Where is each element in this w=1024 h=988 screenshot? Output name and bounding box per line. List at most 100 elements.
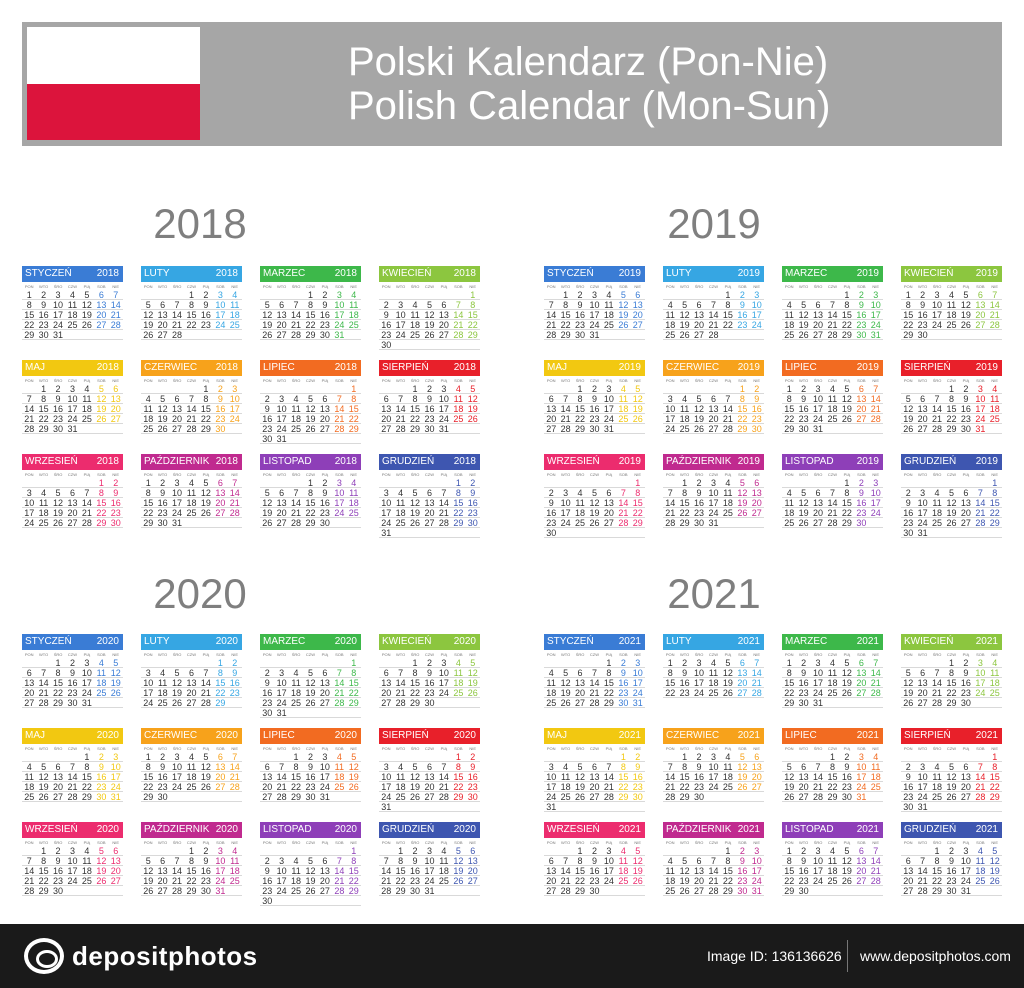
day-cell: 13 <box>694 866 705 876</box>
day-cell: 16 <box>319 498 330 508</box>
day-cell: 19 <box>798 320 809 330</box>
day-cell: 5 <box>725 658 731 668</box>
weekday-label: SOB <box>97 840 106 845</box>
week-row: 12 13 14 15 16 17 18 <box>260 310 361 320</box>
day-cell <box>379 658 393 667</box>
day-cell: 11 <box>546 678 556 688</box>
day-cell: 13 <box>751 762 762 772</box>
weekday-label: NIE <box>872 746 880 751</box>
day-cell: 4 <box>829 846 835 856</box>
weekday-header: PON WTO ŚRO CZW PIĄ SOB NIE <box>544 471 645 478</box>
day-cell <box>65 478 79 487</box>
day-cell: 29 <box>632 518 643 528</box>
day-cell: 6 <box>548 394 554 404</box>
day-cell: 20 <box>632 310 643 320</box>
day-cell: 23 <box>262 698 273 708</box>
weekday-label: WTO <box>277 378 287 383</box>
day-cell: 17 <box>603 866 614 876</box>
day-cell: 29 <box>679 518 690 528</box>
day-cell: 17 <box>172 498 183 508</box>
day-cell: 1 <box>412 658 418 668</box>
day-cell: 22 <box>784 414 795 424</box>
day-cell: 5 <box>174 668 180 678</box>
day-cell: 11 <box>157 678 168 688</box>
day-cell: 19 <box>38 782 49 792</box>
day-cell: 21 <box>395 688 406 698</box>
month-year: 2018 <box>334 362 357 373</box>
day-cell: 27 <box>798 792 809 802</box>
day-cell: 10 <box>395 310 406 320</box>
day-cell: 6 <box>739 658 745 668</box>
weekday-label: PIĄ <box>440 472 448 477</box>
weekday-label: WTO <box>918 472 928 477</box>
day-cell: 25 <box>827 688 838 698</box>
weekday-label: ŚRO <box>694 472 704 477</box>
day-cell: 16 <box>546 508 557 518</box>
day-cell: 28 <box>438 792 449 802</box>
day-cell: 4 <box>293 856 299 866</box>
day-cell: 19 <box>305 414 316 424</box>
week-row: 16 17 18 19 20 21 22 <box>544 508 645 518</box>
day-cell <box>393 340 407 349</box>
day-cell: 7 <box>84 488 90 498</box>
day-cell: 5 <box>41 762 47 772</box>
week-row: 24 25 26 27 28 29 30 <box>22 518 123 528</box>
weekday-label: WTO <box>799 472 809 477</box>
day-cell: 26 <box>960 320 971 330</box>
month-year: 2021 <box>975 636 998 647</box>
day-cell: 23 <box>960 688 971 698</box>
day-cell: 22 <box>395 876 406 886</box>
day-cell: 26 <box>453 876 464 886</box>
day-cell: 19 <box>467 678 478 688</box>
weekday-label: ŚRO <box>172 378 182 383</box>
weekday-label: PIĄ <box>843 378 851 383</box>
day-cell: 10 <box>932 300 943 310</box>
day-cell: 12 <box>722 668 733 678</box>
weekday-label: PON <box>546 378 556 383</box>
weekday-label: WTO <box>561 652 571 657</box>
day-cell: 28 <box>989 320 1000 330</box>
day-cell: 18 <box>679 414 690 424</box>
day-cell <box>930 330 944 339</box>
week-row: 18 19 20 21 22 23 24 <box>782 508 883 518</box>
day-cell: 29 <box>348 698 359 708</box>
day-cell: 20 <box>903 876 914 886</box>
weekday-label: NIE <box>753 746 761 751</box>
month-header: LISTOPAD 2020 <box>260 822 361 838</box>
day-cell <box>959 528 973 537</box>
week-row: 10 11 12 13 14 15 16 <box>379 772 480 782</box>
day-cell: 22 <box>305 508 316 518</box>
week-row: 26 27 28 <box>141 330 242 340</box>
day-cell: 12 <box>200 488 211 498</box>
day-cell: 18 <box>784 320 795 330</box>
weekday-label: PIĄ <box>440 840 448 845</box>
day-cell: 16 <box>200 310 211 320</box>
day-cell: 25 <box>348 508 359 518</box>
day-cell: 16 <box>856 310 867 320</box>
week-row: 31 <box>379 802 480 812</box>
weekday-label: CZW <box>589 840 600 845</box>
day-cell: 6 <box>858 846 864 856</box>
day-cell: 13 <box>172 404 183 414</box>
day-cell: 1 <box>351 846 357 856</box>
day-cell: 20 <box>67 508 78 518</box>
week-row: 30 31 <box>260 434 361 444</box>
month-year: 2018 <box>215 268 238 279</box>
day-cell: 16 <box>856 498 867 508</box>
weekday-label: SOB <box>857 284 866 289</box>
day-cell <box>94 698 108 707</box>
day-cell: 15 <box>410 678 421 688</box>
day-cell: 7 <box>667 762 673 772</box>
day-cell: 15 <box>560 310 571 320</box>
day-cell: 2 <box>635 752 641 762</box>
month-calendar: MARZEC 2018 PON WTO ŚRO CZW PIĄ SOB NIE 1 2 3 4 5 6 7 8 9… <box>260 266 361 340</box>
day-cell <box>930 752 944 761</box>
day-cell: 8 <box>606 668 612 678</box>
month-name: LIPIEC <box>785 362 817 373</box>
day-cell: 29 <box>81 792 92 802</box>
day-cell <box>260 384 274 393</box>
month-calendar: GRUDZIEŃ 2018 PON WTO ŚRO CZW PIĄ SOB NIE 1 2 3 4 5 6 7… <box>379 454 480 538</box>
day-cell: 28 <box>110 320 121 330</box>
